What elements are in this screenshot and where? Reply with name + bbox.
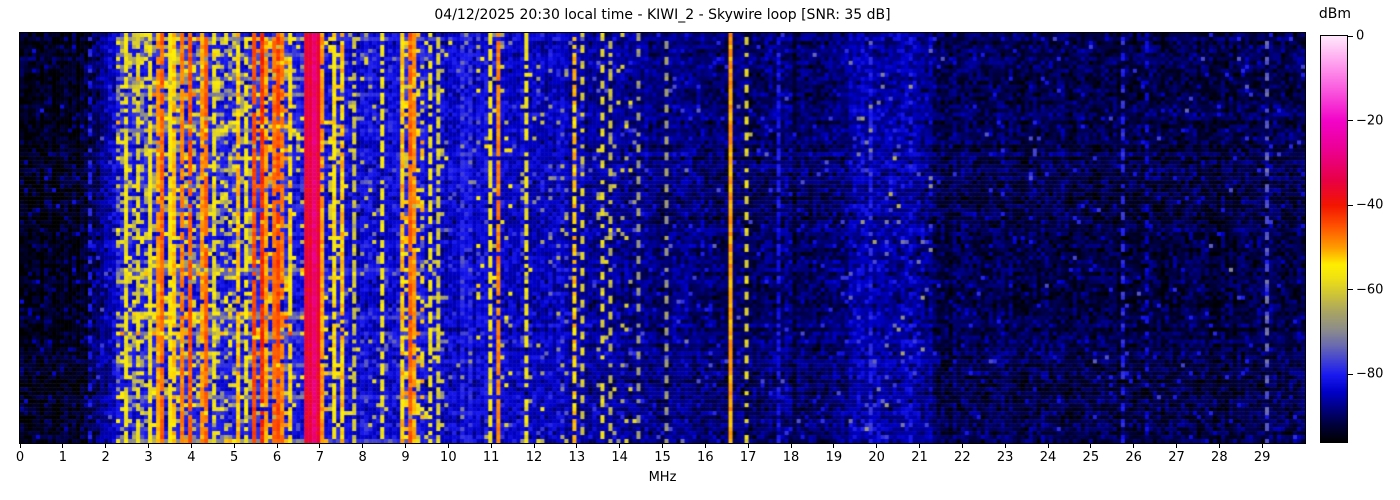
x-tick-label: 3 xyxy=(144,450,153,465)
x-tick-label: 0 xyxy=(15,450,25,465)
x-tick-label: 15 xyxy=(654,450,671,465)
x-tick-label: 22 xyxy=(954,450,971,465)
colorbar-label: dBm xyxy=(1318,6,1352,22)
x-tick-mark xyxy=(362,444,364,448)
x-tick-label: 4 xyxy=(187,450,196,465)
x-tick-mark xyxy=(276,444,278,448)
x-tick-mark xyxy=(233,444,235,448)
colorbar-tick-label: −40 xyxy=(1356,197,1384,213)
x-tick-mark xyxy=(533,444,535,448)
x-tick-label: 16 xyxy=(697,450,714,465)
x-tick-mark xyxy=(576,444,578,448)
x-tick-label: 27 xyxy=(1168,450,1185,465)
x-tick-label: 24 xyxy=(1039,450,1057,465)
x-tick-label: 11 xyxy=(482,450,500,465)
x-tick-mark xyxy=(319,444,321,448)
x-tick-label: 13 xyxy=(568,450,586,465)
colorbar-tick-mark xyxy=(1348,204,1353,206)
x-tick-mark xyxy=(105,444,107,448)
x-tick-label: 21 xyxy=(911,450,928,465)
colorbar-tick-mark xyxy=(1348,373,1353,375)
x-tick-label: 25 xyxy=(1082,450,1100,465)
x-tick-mark xyxy=(62,444,64,448)
x-axis-label: MHz xyxy=(648,470,677,485)
x-tick-mark xyxy=(405,444,406,448)
x-tick-label: 5 xyxy=(230,450,239,465)
x-tick-mark xyxy=(619,444,621,448)
x-tick-mark xyxy=(1218,444,1220,448)
x-tick-label: 14 xyxy=(611,450,628,465)
x-tick-mark xyxy=(19,444,21,448)
colorbar-tick-label: −80 xyxy=(1356,366,1384,382)
x-tick-label: 29 xyxy=(1253,450,1271,465)
x-tick-mark xyxy=(876,444,878,448)
x-tick-mark xyxy=(1133,444,1135,448)
x-tick-mark xyxy=(1261,444,1263,448)
x-tick-mark xyxy=(447,444,449,448)
x-tick-mark xyxy=(747,444,749,448)
x-tick-label: 17 xyxy=(739,450,757,465)
colorbar-tick-mark xyxy=(1348,35,1353,37)
x-tick-label: 6 xyxy=(272,450,282,465)
x-tick-label: 2 xyxy=(101,450,110,465)
x-tick-label: 20 xyxy=(868,450,885,465)
x-tick-mark xyxy=(662,444,663,448)
x-tick-mark xyxy=(1176,444,1177,448)
x-tick-label: 23 xyxy=(996,450,1014,465)
x-tick-label: 10 xyxy=(440,450,457,465)
x-tick-label: 28 xyxy=(1211,450,1228,465)
x-tick-mark xyxy=(490,444,492,448)
x-tick-mark xyxy=(1047,444,1049,448)
x-tick-mark xyxy=(961,444,963,448)
x-tick-label: 26 xyxy=(1125,450,1142,465)
colorbar xyxy=(1320,35,1348,443)
plot-area xyxy=(19,32,1306,444)
colorbar-tick-mark xyxy=(1348,120,1353,122)
x-tick-mark xyxy=(1090,444,1092,448)
x-tick-label: 8 xyxy=(358,450,367,465)
x-tick-mark xyxy=(833,444,835,448)
colorbar-tick-mark xyxy=(1348,289,1353,291)
colorbar-tick-label: 0 xyxy=(1356,28,1365,44)
x-tick-mark xyxy=(790,444,792,448)
colorbar-tick-label: −60 xyxy=(1356,282,1384,298)
x-tick-mark xyxy=(704,444,706,448)
x-tick-label: 7 xyxy=(315,450,324,465)
x-tick-mark xyxy=(1004,444,1006,448)
x-tick-label: 12 xyxy=(525,450,543,465)
x-tick-label: 9 xyxy=(401,450,410,465)
x-tick-mark xyxy=(190,444,192,448)
colorbar-tick-label: −20 xyxy=(1356,113,1384,129)
x-tick-mark xyxy=(919,444,920,448)
x-tick-mark xyxy=(148,444,149,448)
x-tick-label: 19 xyxy=(825,450,843,465)
x-tick-label: 1 xyxy=(58,450,67,465)
plot-title: 04/12/2025 20:30 local time - KIWI_2 - S… xyxy=(434,7,891,23)
waterfall-canvas xyxy=(20,33,1305,443)
x-tick-label: 18 xyxy=(782,450,800,465)
colorbar-canvas xyxy=(1321,36,1347,442)
